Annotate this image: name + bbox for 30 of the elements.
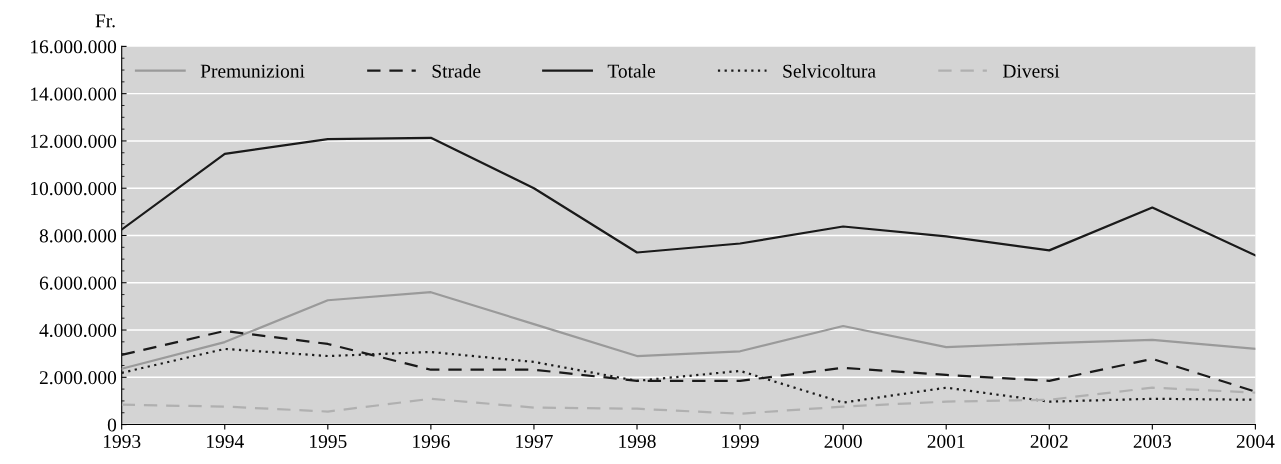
line-series: [121, 136, 1256, 257]
y-tick-label: 10.000.000: [31, 182, 117, 196]
y-tick-label: 16.000.000: [31, 40, 117, 54]
line-series: [121, 386, 1256, 415]
y-tick-label: 6.000.000: [39, 276, 117, 290]
x-tick-label: 1994: [207, 434, 244, 448]
y-tick-label: 0: [107, 418, 117, 432]
legend-label: Premunizioni: [200, 64, 305, 78]
line-series: [121, 291, 1256, 370]
x-tick-label: 1998: [619, 434, 656, 448]
x-tick-label: 2003: [1133, 434, 1171, 448]
y-tick-label: 14.000.000: [31, 87, 117, 101]
x-tick-label: 1995: [310, 434, 347, 448]
x-tick-label: 2001: [927, 434, 965, 448]
legend-label: Totale: [607, 64, 656, 78]
legend-label: Diversi: [1002, 64, 1060, 78]
x-tick-label: 2000: [824, 434, 862, 448]
y-tick-label: 12.000.000: [31, 134, 117, 148]
x-tick-label: 2004: [1236, 434, 1275, 448]
y-tick-label: 2.000.000: [39, 371, 117, 385]
x-tick-label: 2002: [1030, 434, 1068, 448]
legend-label: Strade: [432, 64, 481, 78]
x-tick-label: 1999: [722, 434, 759, 448]
legend-label: Selvicoltura: [783, 64, 876, 78]
x-tick-label: 1997: [516, 434, 553, 448]
y-tick-label: 4.000.000: [39, 323, 117, 338]
x-tick-label: 1996: [413, 434, 450, 448]
y-axis-title: Fr.: [95, 14, 115, 28]
y-tick-label: 8.000.000: [39, 229, 117, 243]
x-tick-label: 1993: [103, 434, 141, 448]
